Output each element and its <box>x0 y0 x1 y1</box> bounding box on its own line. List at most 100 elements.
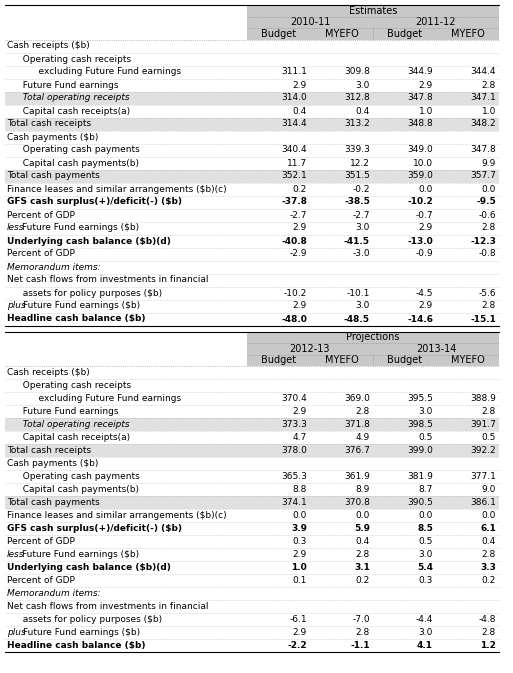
Text: 0.4: 0.4 <box>293 106 307 116</box>
Text: 2.8: 2.8 <box>482 302 496 310</box>
Text: 0.3: 0.3 <box>419 576 433 585</box>
Text: -2.7: -2.7 <box>352 211 370 219</box>
Text: 1.0: 1.0 <box>482 106 496 116</box>
Text: 2013-14: 2013-14 <box>416 344 456 354</box>
Text: 8.5: 8.5 <box>417 524 433 533</box>
Text: 3.9: 3.9 <box>291 524 307 533</box>
Text: Operating cash payments: Operating cash payments <box>17 472 140 481</box>
Text: 348.8: 348.8 <box>407 120 433 129</box>
Text: 374.1: 374.1 <box>281 498 307 507</box>
Text: 2.9: 2.9 <box>293 407 307 416</box>
Text: 0.2: 0.2 <box>482 576 496 585</box>
Text: 378.0: 378.0 <box>281 446 307 455</box>
Text: 0.0: 0.0 <box>419 511 433 520</box>
Text: Cash receipts ($b): Cash receipts ($b) <box>7 42 90 50</box>
Text: -2.9: -2.9 <box>289 250 307 258</box>
Text: 10.0: 10.0 <box>413 159 433 168</box>
Text: -9.5: -9.5 <box>476 197 496 207</box>
Text: -6.1: -6.1 <box>289 615 307 624</box>
Text: -0.6: -0.6 <box>479 211 496 219</box>
Text: -0.7: -0.7 <box>416 211 433 219</box>
Text: 2.9: 2.9 <box>293 81 307 90</box>
Text: 351.5: 351.5 <box>344 172 370 180</box>
Text: 0.2: 0.2 <box>293 184 307 194</box>
Text: -0.2: -0.2 <box>352 184 370 194</box>
Text: Cash payments ($b): Cash payments ($b) <box>7 133 98 141</box>
Text: 2011-12: 2011-12 <box>416 17 456 27</box>
Text: 0.0: 0.0 <box>292 511 307 520</box>
Text: less: less <box>7 550 25 559</box>
Text: 5.9: 5.9 <box>354 524 370 533</box>
Text: 314.0: 314.0 <box>281 94 307 102</box>
Text: 377.1: 377.1 <box>470 472 496 481</box>
Text: 348.2: 348.2 <box>470 120 496 129</box>
Text: Budget: Budget <box>387 29 422 39</box>
Text: 8.9: 8.9 <box>356 485 370 494</box>
Text: -38.5: -38.5 <box>344 197 370 207</box>
Text: Total operating receipts: Total operating receipts <box>17 420 130 429</box>
Text: -37.8: -37.8 <box>281 197 307 207</box>
Text: MYEFO: MYEFO <box>325 355 359 365</box>
Text: 0.0: 0.0 <box>419 184 433 194</box>
Text: Operating cash receipts: Operating cash receipts <box>17 381 131 390</box>
Text: -4.5: -4.5 <box>416 289 433 297</box>
Text: excluding Future Fund earnings: excluding Future Fund earnings <box>27 67 181 77</box>
Text: 340.4: 340.4 <box>281 145 307 155</box>
Text: 3.0: 3.0 <box>419 407 433 416</box>
Text: 371.8: 371.8 <box>344 420 370 429</box>
Text: 0.2: 0.2 <box>356 576 370 585</box>
Text: 3.0: 3.0 <box>356 302 370 310</box>
Text: 0.4: 0.4 <box>356 106 370 116</box>
Text: 392.2: 392.2 <box>470 446 496 455</box>
Text: -0.9: -0.9 <box>416 250 433 258</box>
Text: 0.4: 0.4 <box>356 537 370 546</box>
Text: -1.1: -1.1 <box>350 641 370 650</box>
Text: Operating cash payments: Operating cash payments <box>17 145 140 155</box>
Text: 0.0: 0.0 <box>482 184 496 194</box>
Text: 3.0: 3.0 <box>356 81 370 90</box>
Text: 3.0: 3.0 <box>356 223 370 232</box>
Bar <box>5 444 499 457</box>
Text: -4.8: -4.8 <box>479 615 496 624</box>
Text: 4.1: 4.1 <box>417 641 433 650</box>
Text: 314.4: 314.4 <box>281 120 307 129</box>
Text: Headline cash balance ($b): Headline cash balance ($b) <box>7 641 146 650</box>
Text: Percent of GDP: Percent of GDP <box>7 211 75 219</box>
Text: 3.3: 3.3 <box>480 563 496 572</box>
Text: Future Fund earnings ($b): Future Fund earnings ($b) <box>23 628 140 637</box>
Text: 3.0: 3.0 <box>419 550 433 559</box>
Text: Future Fund earnings: Future Fund earnings <box>17 407 119 416</box>
Text: 365.3: 365.3 <box>281 472 307 481</box>
Text: Cash payments ($b): Cash payments ($b) <box>7 459 98 468</box>
Text: 1.2: 1.2 <box>480 641 496 650</box>
Text: -10.2: -10.2 <box>284 289 307 297</box>
Text: Percent of GDP: Percent of GDP <box>7 537 75 546</box>
Text: 4.7: 4.7 <box>293 433 307 442</box>
Text: -5.6: -5.6 <box>479 289 496 297</box>
Text: 386.1: 386.1 <box>470 498 496 507</box>
Text: 2.8: 2.8 <box>482 550 496 559</box>
Text: Capital cash receipts(a): Capital cash receipts(a) <box>17 433 130 442</box>
Bar <box>247 5 499 40</box>
Text: 309.8: 309.8 <box>344 67 370 77</box>
Text: -10.2: -10.2 <box>407 197 433 207</box>
Text: -15.1: -15.1 <box>470 314 496 324</box>
Text: Future Fund earnings ($b): Future Fund earnings ($b) <box>22 223 139 232</box>
Text: Future Fund earnings: Future Fund earnings <box>17 81 119 90</box>
Text: Finance leases and similar arrangements ($b)(c): Finance leases and similar arrangements … <box>7 184 227 194</box>
Text: -12.3: -12.3 <box>470 236 496 246</box>
Text: Capital cash receipts(a): Capital cash receipts(a) <box>17 106 130 116</box>
Text: 313.2: 313.2 <box>344 120 370 129</box>
Text: Budget: Budget <box>387 355 422 365</box>
Text: -41.5: -41.5 <box>344 236 370 246</box>
Text: Memorandum items:: Memorandum items: <box>7 589 101 598</box>
Text: Future Fund earnings ($b): Future Fund earnings ($b) <box>23 302 140 310</box>
Text: Operating cash receipts: Operating cash receipts <box>17 55 131 63</box>
Text: -7.0: -7.0 <box>352 615 370 624</box>
Text: -10.1: -10.1 <box>347 289 370 297</box>
Text: 395.5: 395.5 <box>407 394 433 403</box>
Text: 0.3: 0.3 <box>292 537 307 546</box>
Text: 376.7: 376.7 <box>344 446 370 455</box>
Text: 2.8: 2.8 <box>356 407 370 416</box>
Text: -14.6: -14.6 <box>407 314 433 324</box>
